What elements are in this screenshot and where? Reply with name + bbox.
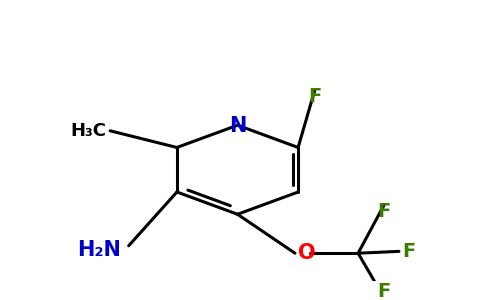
Text: O: O <box>298 243 316 263</box>
Text: F: F <box>308 87 321 106</box>
Text: F: F <box>378 281 391 300</box>
Text: F: F <box>403 242 416 261</box>
Text: H₃C: H₃C <box>70 122 106 140</box>
Text: N: N <box>229 116 246 136</box>
Text: H₂N: H₂N <box>77 239 121 260</box>
Text: F: F <box>378 202 391 221</box>
